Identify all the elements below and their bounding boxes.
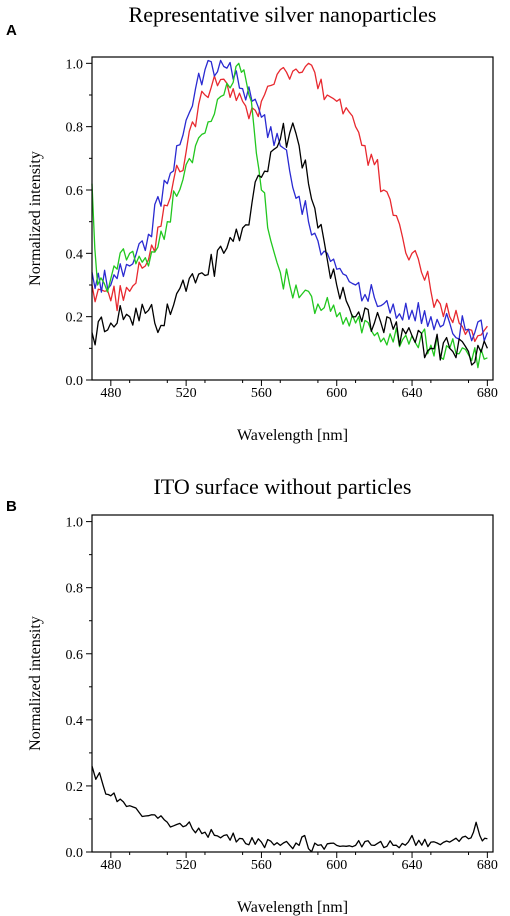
- x-tick-label: 640: [402, 386, 423, 401]
- y-tick-label: 0.0: [66, 846, 84, 861]
- x-tick-label: 600: [326, 386, 347, 401]
- y-tick-label: 0.6: [66, 184, 84, 199]
- chart-title: ITO surface without particles: [153, 474, 411, 499]
- panel-letter-b: B: [6, 498, 17, 515]
- chart-panel-b: B ITO surface without particles 480 520 560…: [0, 458, 510, 916]
- x-tick-label: 560: [251, 386, 272, 401]
- y-tick-label: 0.2: [66, 780, 84, 795]
- chart-b: ITO surface without particles 480 520 560 60…: [27, 474, 498, 916]
- y-tick-label: 0.2: [66, 311, 84, 326]
- x-tick-label: 520: [176, 386, 197, 401]
- x-axis-label: Wavelength [nm]: [237, 899, 348, 916]
- y-tick-label: 0.4: [66, 714, 84, 729]
- chart-panel-a: A Representative silver nanoparticles 480…: [6, 2, 498, 444]
- x-tick-label: 480: [100, 386, 121, 401]
- y-tick-label: 0.8: [66, 121, 84, 136]
- x-tick-label: 680: [477, 858, 498, 873]
- y-tick-label: 0.4: [66, 247, 84, 262]
- y-tick-label: 1.0: [66, 516, 84, 531]
- x-axis-label: Wavelength [nm]: [237, 427, 348, 444]
- series-line-4: [91, 122, 488, 366]
- y-axis-label: Normalized intensity: [27, 151, 44, 286]
- series-line-2: [91, 59, 489, 342]
- x-tick-label: 680: [477, 386, 498, 401]
- x-tick-label: 480: [100, 858, 121, 873]
- chart-a: Representative silver nanoparticles 480 52…: [27, 2, 498, 444]
- panel-letter-a: A: [6, 22, 17, 39]
- x-tick-label: 640: [402, 858, 423, 873]
- x-tick-label: 600: [326, 858, 347, 873]
- y-tick-label: 1.0: [66, 57, 84, 72]
- series-line-1: [91, 765, 488, 853]
- chart-title: Representative silver nanoparticles: [129, 2, 437, 27]
- y-tick-label: 0.6: [66, 648, 84, 663]
- plot-frame: [91, 514, 494, 853]
- x-tick-label: 520: [176, 858, 197, 873]
- y-tick-label: 0.8: [66, 582, 84, 597]
- x-tick-label: 560: [251, 858, 272, 873]
- plot-frame: [91, 56, 494, 381]
- series-line-1: [91, 62, 488, 343]
- series-line-3: [91, 62, 488, 369]
- y-axis-label: Normalized intensity: [27, 616, 44, 751]
- y-tick-label: 0.0: [66, 374, 84, 389]
